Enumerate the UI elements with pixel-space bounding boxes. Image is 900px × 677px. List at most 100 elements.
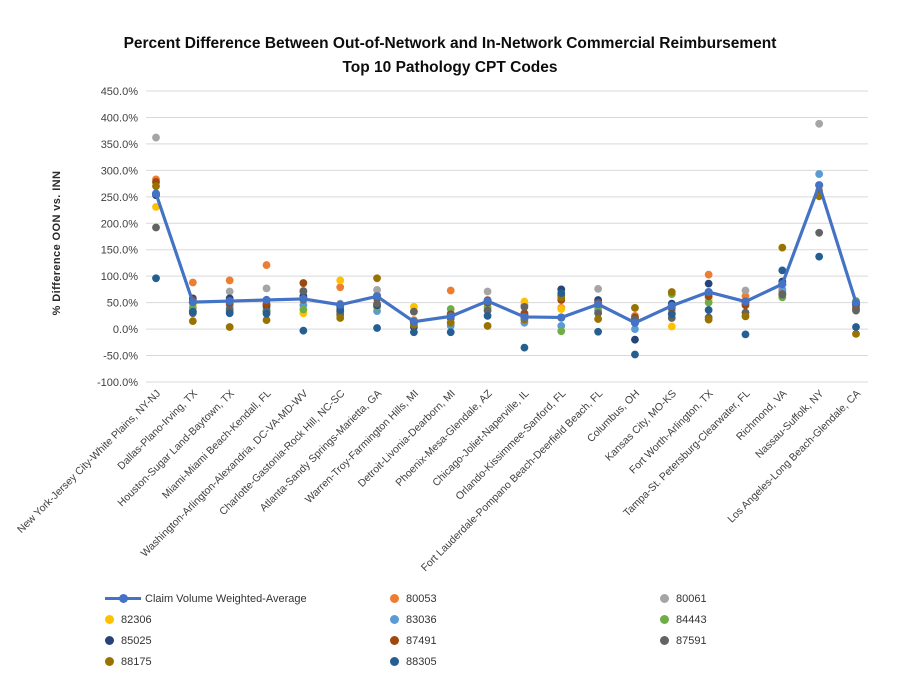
point-82306 (667, 322, 676, 331)
legend-dot-icon (660, 594, 669, 603)
point-87591 (299, 287, 308, 295)
legend-item-80053: 80053 (390, 588, 437, 609)
weighted-average-line (154, 183, 858, 325)
point-88305 (373, 324, 381, 332)
weighted-average-marker (225, 296, 234, 306)
point-88175 (852, 329, 860, 338)
legend-dot-icon (105, 657, 114, 666)
weighted-average-marker (630, 318, 640, 327)
legend-label: 88175 (121, 655, 152, 668)
legend-item-88305: 88305 (390, 651, 437, 672)
x-axis-label: Nassau-Suffolk, NY (753, 388, 826, 461)
plot-area: 450.0% 400.0% 350.0% 300.0% 250.0% 200.0% 150.… (15, 86, 868, 574)
weighted-average-marker (851, 298, 861, 307)
weighted-average-marker (336, 300, 345, 309)
point-85025 (704, 279, 713, 288)
weighted-average-marker (446, 312, 455, 321)
legend-dot-icon (390, 594, 399, 603)
y-tick-label: -50.0% (103, 351, 138, 363)
weighted-average-marker (704, 287, 713, 297)
point-84443 (557, 327, 566, 336)
point-88305 (188, 307, 197, 316)
point-88305 (704, 306, 713, 314)
point-88175 (152, 182, 160, 191)
point-88305 (225, 309, 234, 318)
legend-item-87491: 87491 (390, 630, 437, 651)
legend-label: 80053 (406, 592, 437, 605)
weighted-average-marker (262, 295, 271, 305)
legend-dot-icon (660, 636, 669, 645)
point-87491 (299, 279, 308, 287)
legend-line-marker-icon (105, 594, 141, 603)
weighted-average-marker (483, 296, 492, 306)
point-84443 (299, 305, 308, 314)
point-88305 (557, 289, 566, 298)
point-88305 (594, 327, 603, 336)
point-80053 (262, 261, 271, 269)
point-87591 (815, 228, 824, 237)
legend-label: 84443 (676, 613, 707, 626)
point-88175 (704, 315, 713, 324)
point-80061 (741, 286, 750, 295)
y-tick-label: 200.0% (101, 218, 139, 230)
point-88305 (446, 328, 455, 337)
point-87591 (520, 302, 529, 311)
legend-label: 88305 (406, 655, 437, 668)
y-axis-title: % Difference OON vs. INN (51, 170, 63, 316)
point-83036 (631, 325, 639, 333)
point-87591 (594, 309, 603, 318)
chart-title-line1: Percent Difference Between Out-of-Networ… (123, 35, 777, 52)
weighted-average-marker (741, 297, 750, 306)
legend-dot-icon (660, 615, 669, 624)
x-axis-label: Los Angeles-Long Beach-Glendale, CA (725, 388, 863, 526)
legend-dot-icon (390, 657, 399, 666)
chart-title: Percent Difference Between Out-of-Networ… (0, 32, 900, 80)
legend-label: 85025 (121, 634, 152, 647)
point-88175 (667, 288, 676, 296)
point-88175 (594, 315, 603, 323)
y-tick-label: -100.0% (97, 377, 138, 389)
point-82306 (152, 202, 160, 211)
legend-dot-icon (390, 615, 399, 624)
point-88175 (262, 316, 271, 324)
y-tick-label: 50.0% (107, 298, 138, 310)
legend-item-88175: 88175 (105, 651, 307, 672)
point-88305 (778, 266, 787, 275)
point-80053 (446, 286, 455, 295)
y-tick-label: 150.0% (101, 245, 139, 257)
weighted-average-marker (299, 294, 308, 304)
weighted-average-marker (520, 312, 529, 322)
point-80061 (373, 286, 381, 294)
legend-dot-icon (105, 615, 114, 624)
y-tick-label: 250.0% (101, 192, 139, 204)
legend-label: Claim Volume Weighted-Average (145, 592, 307, 605)
point-88175 (336, 314, 345, 322)
legend-item-87591: 87591 (660, 630, 707, 651)
weighted-average-marker (409, 317, 418, 326)
legend-label: 83036 (406, 613, 437, 626)
point-85025 (631, 335, 639, 344)
point-87591 (852, 306, 860, 315)
weighted-average-marker (815, 181, 824, 190)
weighted-average-marker (557, 313, 566, 322)
point-88305 (483, 311, 492, 320)
point-88175 (188, 317, 197, 326)
legend-item-85025: 85025 (105, 630, 307, 651)
point-80053 (704, 270, 713, 279)
point-88305 (741, 330, 750, 339)
point-87591 (409, 307, 418, 316)
y-tick-label: 100.0% (101, 271, 139, 283)
point-80053 (336, 283, 345, 292)
weighted-average-marker (667, 301, 676, 310)
point-84443 (704, 298, 713, 307)
point-87591 (373, 299, 381, 308)
legend-dot-icon (390, 636, 399, 645)
weighted-average-marker (151, 189, 161, 198)
legend-dot-icon (105, 636, 114, 645)
point-87591 (778, 290, 787, 299)
point-88305 (152, 274, 160, 283)
point-88175 (631, 304, 639, 312)
point-88305 (852, 323, 860, 331)
x-axis-label: New York-Jersey City-White Plains, NY-NJ (15, 388, 163, 536)
point-88305 (299, 326, 308, 335)
